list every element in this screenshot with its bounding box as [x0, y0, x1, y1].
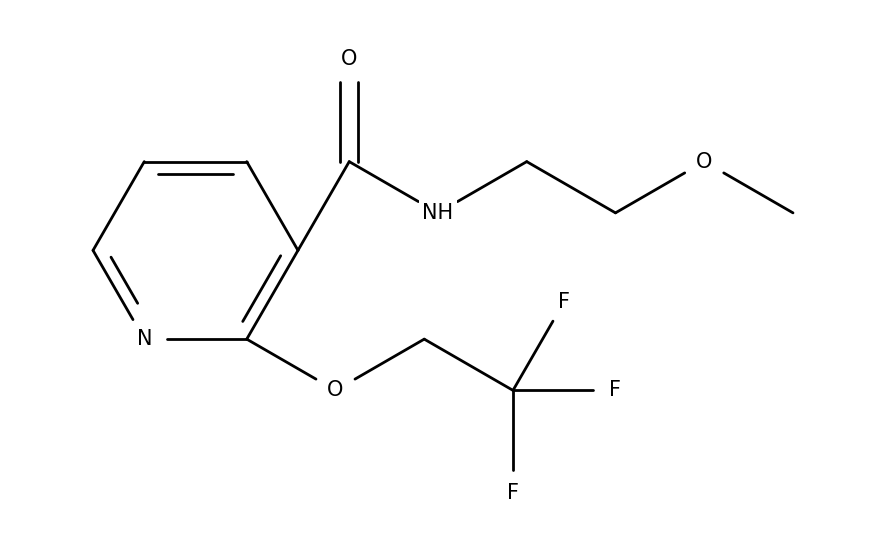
Text: N: N [136, 329, 152, 349]
Text: O: O [341, 49, 357, 69]
Text: F: F [507, 483, 519, 503]
Text: O: O [696, 152, 712, 172]
Text: F: F [610, 380, 621, 400]
Text: F: F [558, 291, 571, 312]
Text: NH: NH [423, 203, 454, 223]
Text: O: O [327, 380, 344, 400]
